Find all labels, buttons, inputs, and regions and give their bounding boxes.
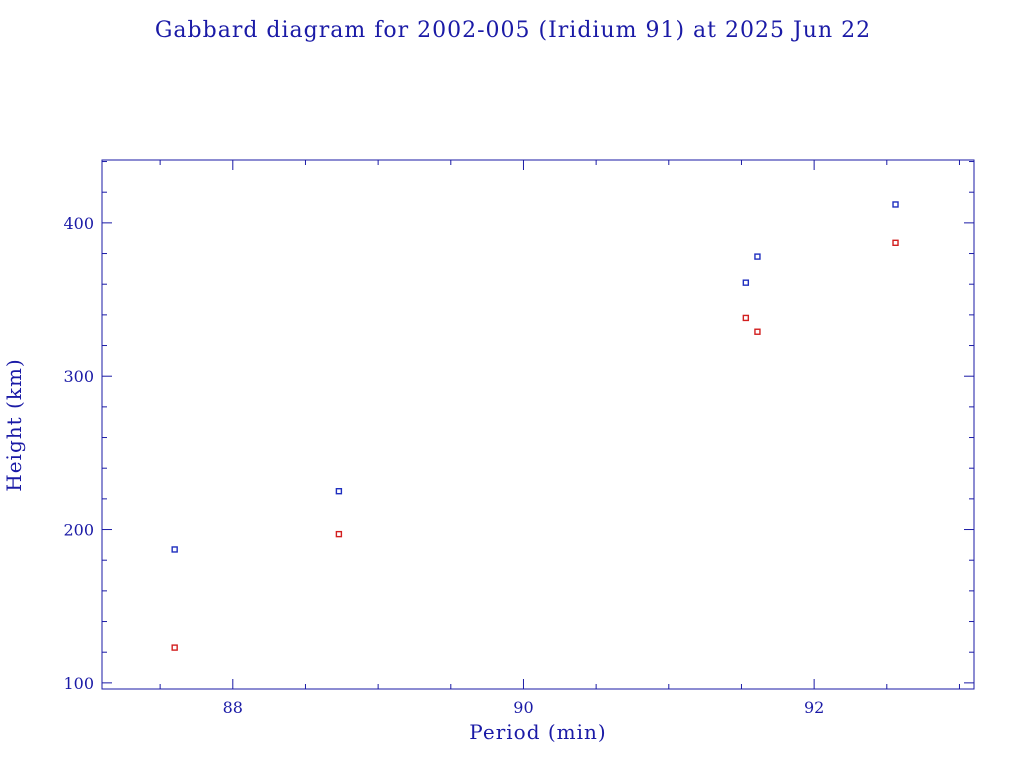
chart-title: Gabbard diagram for 2002-005 (Iridium 91… [155, 18, 871, 43]
apogee-point [335, 488, 343, 495]
perigee-point [892, 239, 899, 247]
y-tick-label: 400 [63, 214, 94, 233]
perigee-point [171, 644, 178, 651]
apogee-point [892, 201, 899, 208]
perigee-point [742, 314, 750, 322]
perigee-point [754, 328, 761, 335]
x-tick-label: 90 [513, 698, 533, 717]
y-tick-label: 100 [63, 674, 94, 693]
points-layer [171, 201, 899, 651]
ticks-layer [102, 160, 974, 689]
perigee-point [335, 530, 343, 538]
apogee-point [754, 253, 761, 260]
apogee-point [171, 546, 178, 553]
x-tick-label: 92 [804, 698, 824, 717]
tick-labels-layer: 88 90 92 100 200 300 400 [63, 214, 824, 717]
y-tick-label: 200 [63, 521, 94, 540]
y-tick-label: 300 [63, 367, 94, 386]
y-axis-label: Height (km) [2, 358, 26, 491]
apogee-point [742, 279, 750, 286]
x-axis-label: Period (min) [469, 720, 606, 744]
plot-frame [101, 159, 975, 690]
x-tick-label: 88 [223, 698, 243, 717]
